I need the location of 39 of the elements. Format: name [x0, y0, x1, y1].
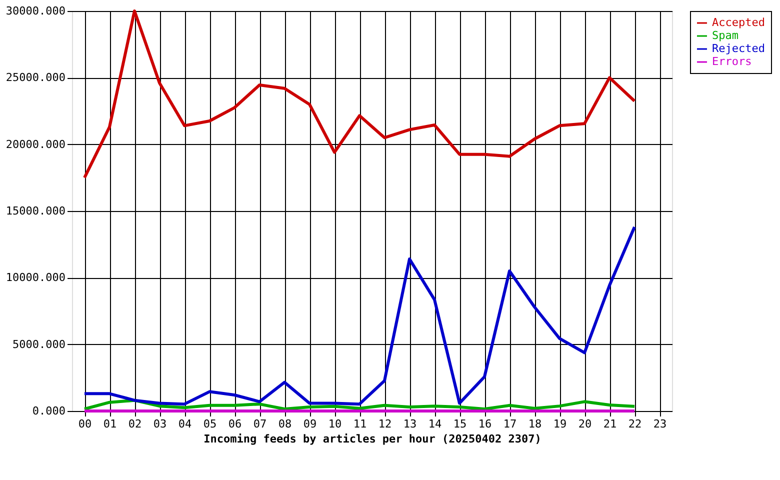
x-tick-label: 06	[228, 418, 242, 430]
x-tick-label: 17	[503, 418, 517, 430]
legend-label: Rejected	[712, 42, 765, 55]
x-tick-label: 12	[378, 418, 392, 430]
y-tick-label: 25000.000	[6, 71, 66, 84]
x-tick-label: 04	[178, 418, 192, 430]
y-tick-label: 0.000	[32, 404, 66, 418]
x-tick-label: 23	[653, 418, 667, 430]
x-tick-label: 22	[628, 418, 642, 430]
x-tick-label: 09	[303, 418, 317, 430]
x-tick-label: 15	[453, 418, 467, 430]
line-series	[83, 226, 636, 406]
y-tick-label: 5000.000	[12, 338, 66, 351]
x-tick-label: 13	[403, 418, 417, 430]
x-tick-label: 18	[528, 418, 542, 430]
y-tick-label: 30000.000	[6, 4, 66, 18]
x-tick-label: 14	[428, 418, 442, 430]
x-tick-label: 21	[603, 418, 617, 430]
x-tick-label: 05	[203, 418, 217, 430]
x-tick-label: 16	[478, 418, 492, 430]
legend-label: Errors	[712, 55, 752, 68]
legend-label: Spam	[712, 29, 739, 42]
y-tick-label: 20000.000	[6, 138, 66, 151]
x-tick-label: 20	[578, 418, 592, 430]
line-series	[83, 10, 636, 180]
x-tick-label: 00	[78, 418, 92, 430]
line-series	[83, 398, 636, 410]
x-tick-label: 02	[128, 418, 142, 430]
x-tick-label: 03	[153, 418, 167, 430]
legend-label: Accepted	[712, 16, 765, 29]
x-tick-label: 01	[103, 418, 117, 430]
x-tick-label: 10	[328, 418, 342, 430]
x-tick-label: 07	[253, 418, 267, 430]
x-tick-label: 11	[353, 418, 367, 430]
y-tick-label: 10000.000	[6, 271, 66, 284]
y-tick-label: 15000.000	[6, 204, 66, 218]
x-axis-title: Incoming feeds by articles per hour (20250402 2307)	[204, 432, 542, 446]
x-tick-label: 19	[553, 418, 567, 430]
x-tick-label: 08	[278, 418, 292, 430]
